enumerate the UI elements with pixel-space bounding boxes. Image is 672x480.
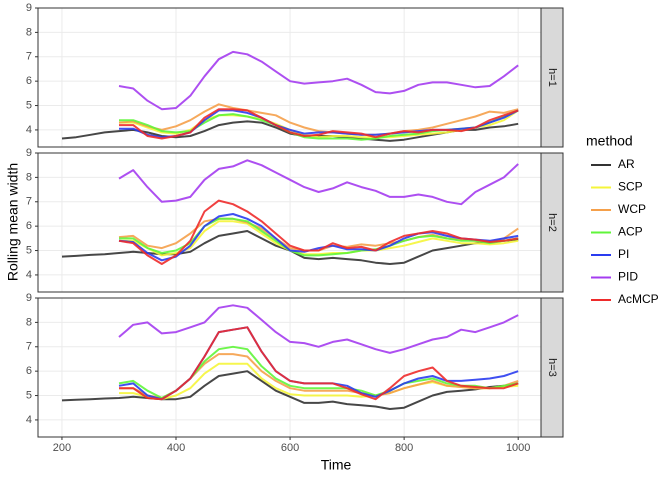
y-tick-label: 7 bbox=[26, 341, 32, 353]
legend-label: AR bbox=[618, 157, 635, 171]
y-axis-title: Rolling mean width bbox=[5, 163, 21, 281]
x-tick-label: 200 bbox=[53, 442, 71, 454]
legend-label: SCP bbox=[618, 180, 643, 194]
legend-label: PID bbox=[618, 270, 638, 284]
panel-background bbox=[38, 153, 541, 292]
y-tick-label: 9 bbox=[26, 292, 32, 304]
x-tick-label: 600 bbox=[281, 442, 299, 454]
series-line bbox=[118, 213, 519, 262]
series-line bbox=[61, 370, 519, 410]
legend-label: AcMCP bbox=[618, 292, 659, 306]
series-line bbox=[118, 304, 519, 354]
x-tick-label: 400 bbox=[167, 442, 185, 454]
x-axis-title: Time bbox=[321, 457, 352, 473]
series-line bbox=[118, 103, 519, 136]
strip bbox=[540, 297, 564, 438]
strip-label: h=1 bbox=[546, 68, 558, 87]
y-tick-label: 8 bbox=[26, 316, 32, 328]
y-tick-label: 9 bbox=[26, 2, 32, 14]
y-tick-label: 6 bbox=[26, 365, 32, 377]
y-tick-label: 6 bbox=[26, 220, 32, 232]
x-tick-label: 800 bbox=[395, 442, 413, 454]
y-tick-label: 4 bbox=[26, 414, 32, 426]
legend-label: WCP bbox=[618, 202, 646, 216]
legend-title: method bbox=[586, 133, 633, 149]
panel-background bbox=[38, 298, 541, 437]
y-tick-label: 8 bbox=[26, 171, 32, 183]
strip bbox=[540, 152, 564, 293]
y-tick-label: 5 bbox=[26, 389, 32, 401]
y-tick-label: 6 bbox=[26, 75, 32, 87]
y-tick-label: 8 bbox=[26, 26, 32, 38]
legend-label: ACP bbox=[618, 225, 643, 239]
series-line bbox=[118, 50, 519, 111]
series-line bbox=[118, 159, 519, 206]
series-line bbox=[118, 199, 519, 265]
panel-background bbox=[38, 8, 541, 147]
legend-label: PI bbox=[618, 247, 629, 261]
y-tick-label: 5 bbox=[26, 244, 32, 256]
y-tick-label: 9 bbox=[26, 147, 32, 159]
y-tick-label: 5 bbox=[26, 99, 32, 111]
strip bbox=[540, 7, 564, 148]
strip-label: h=2 bbox=[546, 213, 558, 232]
series-line bbox=[119, 108, 519, 140]
strip-label: h=3 bbox=[546, 358, 558, 377]
y-tick-label: 7 bbox=[26, 196, 32, 208]
x-tick-label: 1000 bbox=[506, 442, 530, 454]
y-tick-label: 4 bbox=[26, 124, 32, 136]
y-tick-label: 7 bbox=[26, 51, 32, 63]
y-tick-label: 4 bbox=[26, 269, 32, 281]
series-line bbox=[119, 326, 519, 401]
